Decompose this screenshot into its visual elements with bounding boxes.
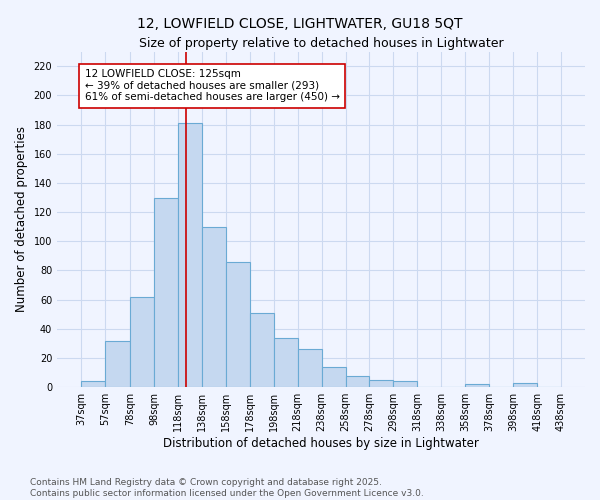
Bar — [322, 367, 346, 387]
Text: Contains HM Land Registry data © Crown copyright and database right 2025.
Contai: Contains HM Land Registry data © Crown c… — [30, 478, 424, 498]
Bar — [274, 338, 298, 387]
Text: 12 LOWFIELD CLOSE: 125sqm
← 39% of detached houses are smaller (293)
61% of semi: 12 LOWFIELD CLOSE: 125sqm ← 39% of detac… — [85, 69, 340, 102]
Bar — [394, 382, 418, 387]
Title: Size of property relative to detached houses in Lightwater: Size of property relative to detached ho… — [139, 38, 503, 51]
Text: 12, LOWFIELD CLOSE, LIGHTWATER, GU18 5QT: 12, LOWFIELD CLOSE, LIGHTWATER, GU18 5QT — [137, 18, 463, 32]
Bar — [178, 123, 202, 387]
Bar — [513, 383, 537, 387]
Bar — [370, 380, 394, 387]
Bar — [105, 340, 130, 387]
Bar — [130, 297, 154, 387]
Bar — [346, 376, 370, 387]
Bar — [298, 350, 322, 387]
Y-axis label: Number of detached properties: Number of detached properties — [15, 126, 28, 312]
Bar — [250, 313, 274, 387]
Bar — [81, 382, 105, 387]
Bar — [202, 226, 226, 387]
Bar — [465, 384, 489, 387]
Bar — [154, 198, 178, 387]
X-axis label: Distribution of detached houses by size in Lightwater: Distribution of detached houses by size … — [163, 437, 479, 450]
Bar — [226, 262, 250, 387]
